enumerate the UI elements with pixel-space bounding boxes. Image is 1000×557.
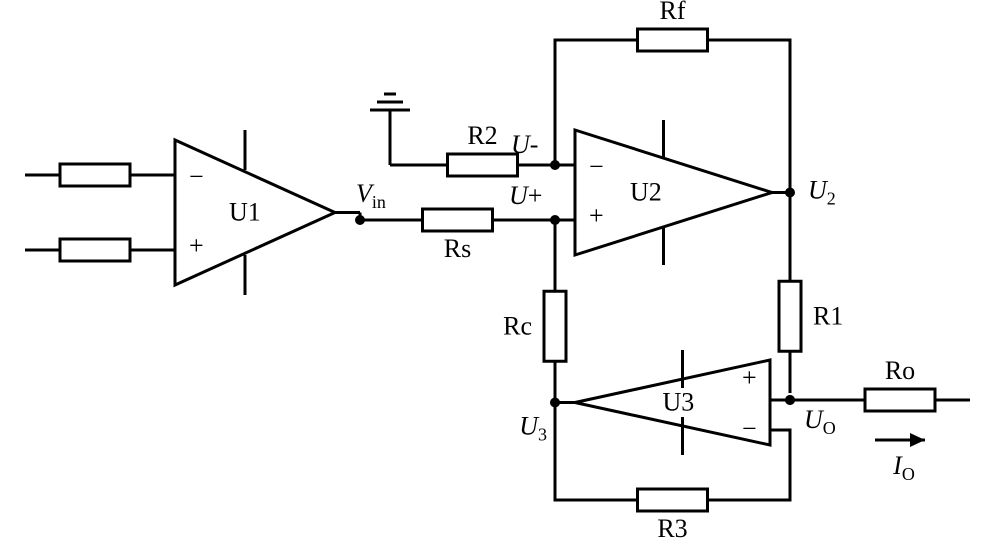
resistor-Rf: [638, 29, 708, 51]
node-uo3: [785, 395, 795, 405]
resistor-R2: [448, 154, 518, 176]
label-Rf: Rf: [660, 0, 686, 25]
resistor-R1: [779, 281, 801, 351]
input-resistor-top: [60, 164, 130, 186]
label-Rc: Rc: [503, 311, 532, 340]
canvas-bg: [0, 0, 1000, 557]
u2-plus: +: [589, 201, 604, 230]
u1-plus: +: [189, 231, 204, 260]
u3-label: U3: [663, 388, 695, 417]
u1-label: U1: [229, 198, 261, 227]
u2-label: U2: [630, 178, 662, 207]
label-R1: R1: [813, 301, 843, 330]
input-resistor-bot: [60, 239, 130, 261]
resistor-Rs: [423, 209, 493, 231]
resistor-Rc: [544, 291, 566, 361]
label-Ro: Ro: [885, 356, 915, 385]
u3-plus: +: [742, 363, 757, 392]
u1-minus: −: [189, 162, 204, 191]
resistor-R3: [638, 489, 708, 511]
resistor-Ro: [865, 389, 935, 411]
node-label-Uminus: U-: [511, 130, 538, 159]
u2-minus: −: [589, 152, 604, 181]
label-Rs: Rs: [444, 234, 471, 263]
node-label-Uplus: U+: [509, 181, 542, 210]
label-R2: R2: [467, 121, 497, 150]
label-R3: R3: [657, 514, 687, 543]
u3-minus: −: [742, 414, 757, 443]
